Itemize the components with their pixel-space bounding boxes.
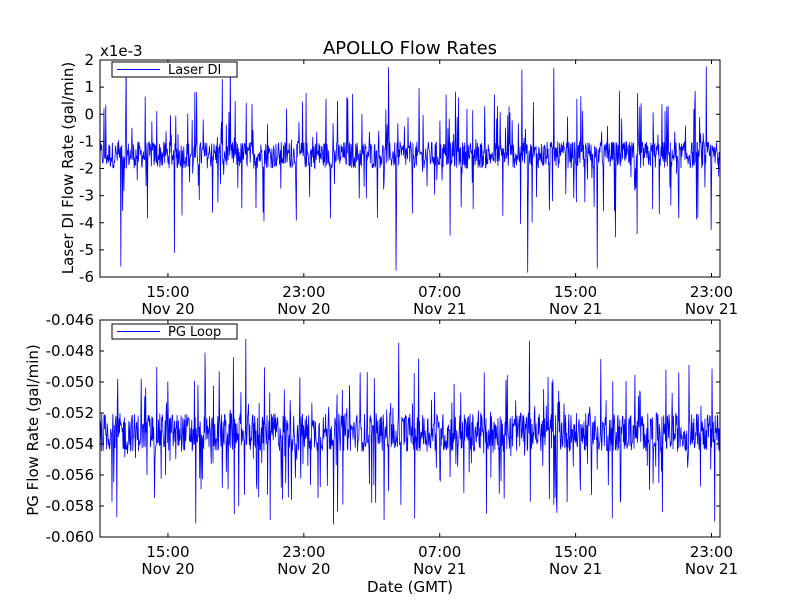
- laser-di-y-tick-label: -5: [79, 241, 94, 259]
- laser-di-x-tick-time: 23:00: [690, 283, 733, 301]
- laser-di-y-axis-label: Laser DI Flow Rate (gal/min): [59, 62, 77, 274]
- pg-loop-y-axis-label: PG Flow Rate (gal/min): [24, 344, 42, 516]
- pg-loop-trace: [99, 338, 721, 525]
- pg-loop-y-tick-label: -0.058: [46, 497, 94, 515]
- pg-loop-y-tick-label: -0.050: [46, 373, 94, 391]
- laser-di-x-tick-date: Nov 21: [413, 300, 466, 318]
- pg-loop-x-tick-time: 23:00: [282, 543, 325, 561]
- pg-loop-y-tick-label: -0.052: [46, 404, 94, 422]
- laser-di-x-tick-time: 15:00: [146, 283, 189, 301]
- pg-loop-x-tick-time: 23:00: [690, 543, 733, 561]
- laser-di-legend-label: Laser DI: [168, 63, 221, 78]
- pg-loop-legend-box: [111, 323, 238, 340]
- pg-loop-y-tick-label: -0.046: [46, 311, 94, 329]
- laser-di-y-tick-label: -1: [79, 132, 94, 150]
- pg-loop-x-tick-date: Nov 21: [685, 560, 738, 578]
- laser-di-y-tick-label: -3: [79, 187, 94, 205]
- pg-loop-legend-label: PG Loop: [168, 325, 221, 340]
- laser-di-y-tick-label: 0: [84, 105, 94, 123]
- pg-loop-panel: -0.046 -0.048 -0.050 -0.052 -0.054 -0.056 -0.0…: [24, 311, 738, 578]
- figure-title: APOLLO Flow Rates: [323, 38, 497, 59]
- laser-di-trace: [99, 62, 721, 273]
- pg-loop-y-tick-label: -0.060: [46, 528, 94, 546]
- pg-loop-plot-frame: [99, 319, 721, 538]
- laser-di-x-tick-time: 07:00: [418, 283, 461, 301]
- pg-loop-legend: PG Loop: [111, 323, 238, 340]
- pg-loop-x-tick-date: Nov 20: [277, 560, 330, 578]
- pg-loop-y-tick-label: -0.056: [46, 466, 94, 484]
- laser-di-series-line: [99, 62, 721, 273]
- pg-loop-x-tick-date: Nov 20: [141, 560, 194, 578]
- laser-di-offset-text: x1e-3: [100, 42, 143, 60]
- laser-di-legend-box: [111, 61, 238, 78]
- x-axis-label: Date (GMT): [367, 578, 453, 596]
- laser-di-y-tick-label: 1: [84, 78, 94, 96]
- laser-di-y-tick-label: 2: [84, 51, 94, 69]
- laser-di-x-tick-date: Nov 20: [277, 300, 330, 318]
- pg-loop-x-tick-time: 15:00: [554, 543, 597, 561]
- laser-di-x-tick-time: 23:00: [282, 283, 325, 301]
- pg-loop-y-tick-label: -0.054: [46, 435, 94, 453]
- pg-loop-x-tick-time: 07:00: [418, 543, 461, 561]
- pg-loop-y-ticks: -0.046 -0.048 -0.050 -0.052 -0.054 -0.056 -0.0…: [46, 311, 720, 546]
- pg-loop-series-line: [99, 338, 721, 525]
- pg-loop-x-tick-date: Nov 21: [413, 560, 466, 578]
- pg-loop-y-tick-label: -0.048: [46, 342, 94, 360]
- laser-di-y-tick-label: -2: [79, 160, 94, 178]
- laser-di-x-tick-time: 15:00: [554, 283, 597, 301]
- pg-loop-x-tick-date: Nov 21: [549, 560, 602, 578]
- laser-di-y-tick-label: -6: [79, 268, 94, 286]
- laser-di-x-tick-date: Nov 21: [685, 300, 738, 318]
- pg-loop-x-tick-time: 15:00: [146, 543, 189, 561]
- laser-di-legend: Laser DI: [111, 61, 238, 78]
- laser-di-y-ticks: 2 1 0 -1 -2 -3 -4 -5 -6: [79, 51, 720, 286]
- laser-di-x-tick-date: Nov 20: [141, 300, 194, 318]
- laser-di-y-tick-label: -4: [79, 214, 94, 232]
- laser-di-x-tick-date: Nov 21: [549, 300, 602, 318]
